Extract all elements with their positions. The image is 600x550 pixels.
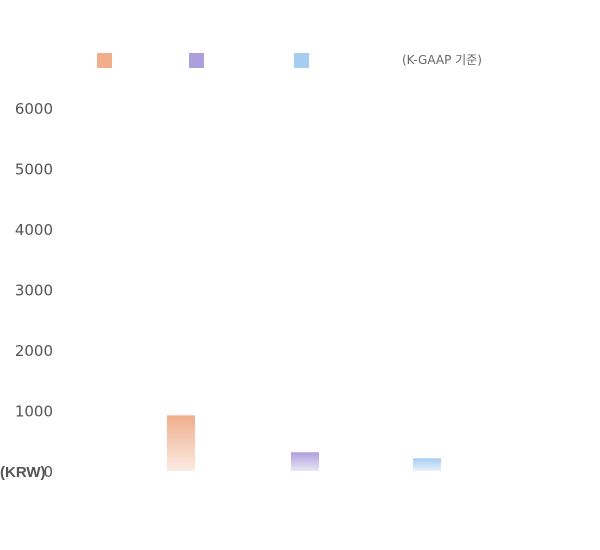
y-tick-label: 2000 [15,342,53,360]
y-axis-label: (KRW) [0,464,46,481]
bar [167,415,195,471]
legend-note: (K-GAAP 기준) [402,53,482,67]
y-tick-label: 4000 [15,221,53,239]
bar [291,452,319,471]
y-tick-label: 1000 [15,403,53,421]
y-tick-label: 0 [43,463,53,481]
y-tick-label: 6000 [15,100,53,118]
bar [413,458,441,471]
y-tick-label: 3000 [15,282,53,300]
legend-swatch-series-1 [97,53,112,68]
legend-swatch-series-2 [189,53,204,68]
y-tick-label: 5000 [15,161,53,179]
legend-swatch-series-3 [294,53,309,68]
